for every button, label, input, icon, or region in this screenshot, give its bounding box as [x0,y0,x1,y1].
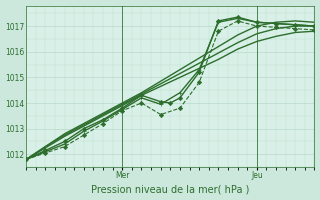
X-axis label: Pression niveau de la mer( hPa ): Pression niveau de la mer( hPa ) [91,184,250,194]
